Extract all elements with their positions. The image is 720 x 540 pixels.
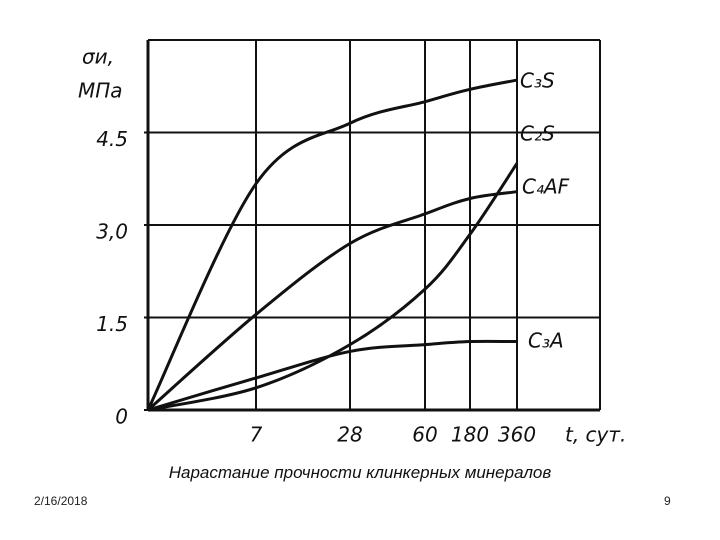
series-label: C₃S [520,69,555,93]
x-tick-label: 7 [250,423,263,447]
footer-date: 2/16/2018 [34,494,88,508]
page-number: 9 [664,494,671,508]
y-tick-label: 3,0 [96,220,128,244]
y-axis-label: МПа [78,79,123,103]
x-tick-label: 360 [498,423,536,447]
line-series [147,162,519,412]
line-series [147,339,518,412]
x-tick-label: 180 [451,423,489,447]
x-tick-label: 28 [337,423,362,447]
y-tick-label: 4.5 [96,127,128,151]
series-label: C₄AF [522,175,570,199]
x-axis-label: t, сут. [565,423,626,447]
y-tick-label: 0 [115,405,128,429]
series-label: C₃A [528,329,564,353]
y-axis-label: σи, [82,45,114,69]
chart-title: Нарастание прочности клинкерных минерало… [168,463,552,482]
line-series [146,78,518,411]
series-label: C₂S [520,122,555,146]
y-tick-label: 1.5 [96,312,128,336]
line-series [147,190,518,412]
x-tick-label: 60 [412,423,437,447]
